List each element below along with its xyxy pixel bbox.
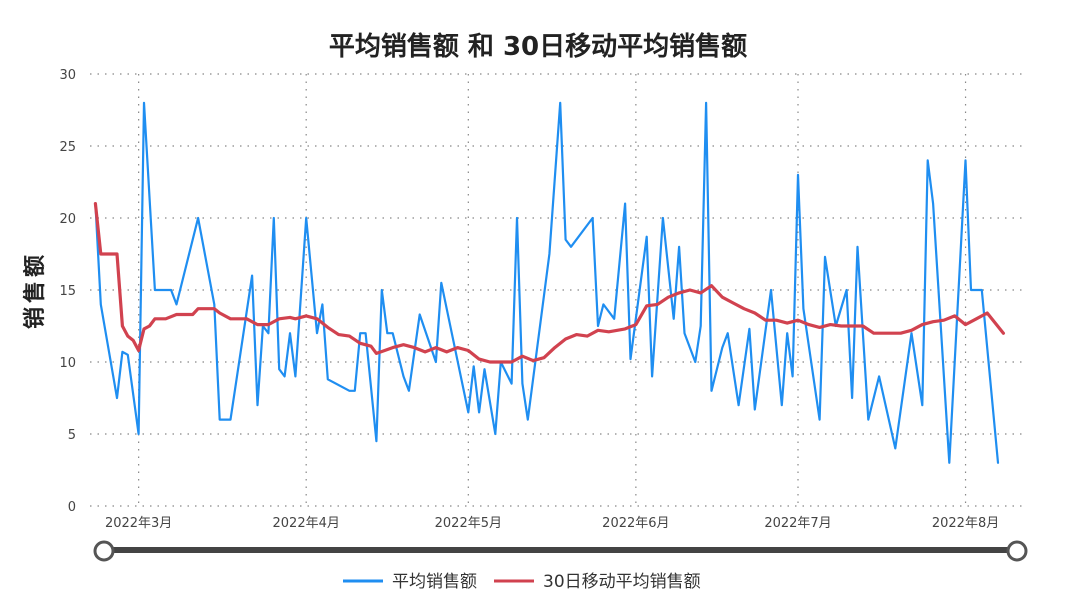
x-tick-label: 2022年7月 bbox=[764, 516, 831, 531]
x-axis-ticks: 2022年3月 2022年4月 2022年5月 2022年6月 2022年7月 2022年… bbox=[105, 516, 999, 531]
y-tick-label: 5 bbox=[68, 428, 76, 443]
range-slider-track[interactable] bbox=[104, 547, 1017, 553]
y-tick-label: 20 bbox=[59, 212, 76, 227]
x-tick-label: 2022年3月 bbox=[105, 516, 172, 531]
x-tick-label: 2022年5月 bbox=[435, 516, 502, 531]
range-slider[interactable] bbox=[93, 540, 1028, 562]
legend-label-moving-average: 30日移动平均销售额 bbox=[543, 572, 701, 592]
y-tick-label: 25 bbox=[59, 140, 76, 155]
x-tick-label: 2022年4月 bbox=[273, 516, 340, 531]
y-axis-ticks: 0 5 10 15 20 25 30 bbox=[59, 68, 76, 515]
y-axis-label: 销售额 bbox=[22, 251, 48, 329]
x-tick-label: 2022年8月 bbox=[932, 516, 999, 531]
chart-title: 平均销售额 和 30日移动平均销售额 bbox=[329, 31, 747, 62]
y-tick-label: 10 bbox=[59, 356, 76, 371]
y-tick-label: 30 bbox=[59, 68, 76, 83]
x-tick-label: 2022年6月 bbox=[602, 516, 669, 531]
series-line-average-sales bbox=[94, 101, 1000, 464]
series-line-moving-average bbox=[93, 202, 1005, 364]
legend: 平均销售额 30日移动平均销售额 bbox=[343, 572, 701, 592]
series-points-moving-average bbox=[95, 203, 1004, 363]
range-slider-right-handle[interactable] bbox=[1006, 540, 1028, 562]
series-lines bbox=[93, 101, 1005, 464]
y-tick-label: 0 bbox=[68, 500, 76, 515]
y-tick-label: 15 bbox=[59, 284, 76, 299]
range-slider-left-handle[interactable] bbox=[93, 540, 115, 562]
legend-label-average-sales: 平均销售额 bbox=[392, 572, 477, 592]
